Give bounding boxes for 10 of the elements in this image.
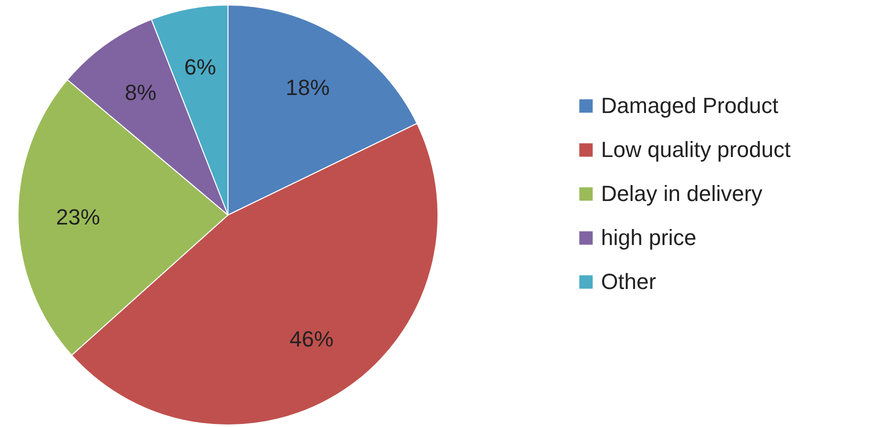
legend-label: Delay in delivery bbox=[601, 181, 762, 206]
legend-label: Damaged Product bbox=[601, 93, 778, 118]
data-label: 8% bbox=[124, 80, 156, 106]
data-label: 18% bbox=[286, 74, 330, 100]
data-label: 23% bbox=[56, 204, 100, 230]
legend-label: Low quality product bbox=[601, 137, 791, 162]
data-label: 6% bbox=[184, 54, 216, 80]
legend-label: Other bbox=[601, 269, 656, 294]
data-label: 46% bbox=[290, 326, 334, 352]
legend-label: high price bbox=[601, 225, 696, 250]
